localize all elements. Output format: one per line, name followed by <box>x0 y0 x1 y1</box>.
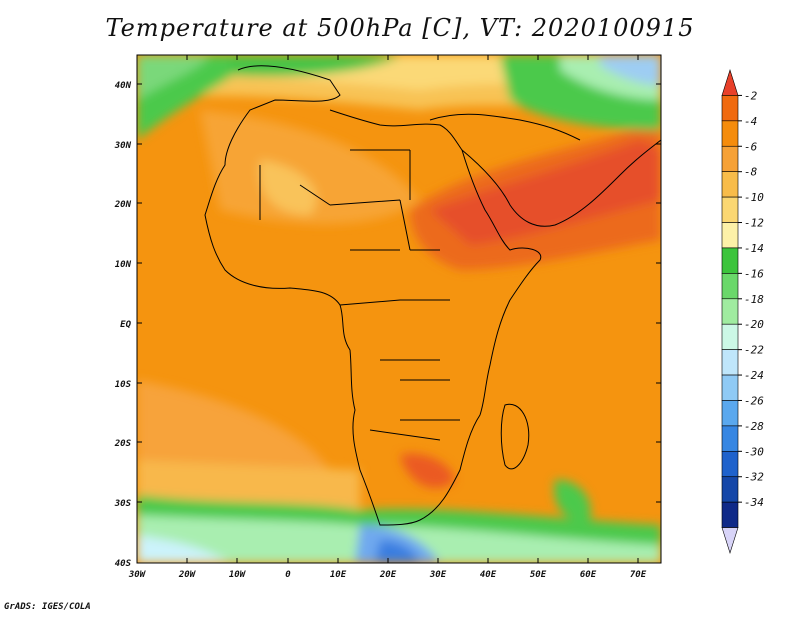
lon-label: 20E <box>379 570 397 580</box>
colorbar-segment <box>721 349 739 376</box>
lat-label: EQ <box>120 320 131 330</box>
colorbar-segment <box>721 222 739 249</box>
map-title: Temperature at 500hPa [C], VT: 202010091… <box>105 14 695 42</box>
colorbar-label: -4 <box>744 115 757 128</box>
colorbar-segment <box>721 171 739 198</box>
colorbar-label: -26 <box>744 394 764 407</box>
lon-label: 60E <box>580 570 597 580</box>
colorbar-segment <box>721 400 739 427</box>
colorbar-segment <box>721 120 739 147</box>
colorbar-segment <box>721 425 739 452</box>
colorbar-segment <box>721 323 739 350</box>
colorbar-segment <box>721 95 739 122</box>
colorbar-label: -32 <box>744 471 764 484</box>
colorbar-label: -20 <box>744 318 764 331</box>
colorbar-label: -16 <box>744 267 764 280</box>
lat-label: 30N <box>114 141 132 151</box>
colorbar-segment <box>721 527 739 554</box>
colorbar-label: -8 <box>744 166 758 179</box>
colorbar-label: -12 <box>744 217 764 230</box>
colorbar-labels: -2 -4 -6 -8 -10 -12 -14 -16 -18 -20 -22 -24 -26 -28 -3… <box>744 89 764 509</box>
temperature-field <box>137 55 661 563</box>
lat-label: 20N <box>114 200 132 210</box>
colorbar-label: -6 <box>744 140 758 153</box>
colorbar-segment <box>721 298 739 325</box>
credit-footer: GrADS: IGES/COLA <box>4 602 91 612</box>
colorbar-label: -24 <box>744 369 764 382</box>
colorbar-segment <box>721 451 739 478</box>
colorbar-label: -18 <box>744 293 764 306</box>
colorbar-label: -10 <box>744 191 764 204</box>
colorbar <box>721 69 742 554</box>
lat-label: 10N <box>115 260 132 270</box>
plot-frame <box>136 54 662 564</box>
latitude-labels: 40N 30N 20N 10N EQ 10S 20S 30S 40S <box>114 81 132 569</box>
lon-label: 10W <box>229 570 247 580</box>
lon-label: 30W <box>128 570 147 580</box>
lat-label: 40S <box>115 559 132 569</box>
colorbar-segment <box>721 247 739 274</box>
lon-label: 40E <box>480 570 497 580</box>
lon-label: 70E <box>630 570 647 580</box>
lon-label: 30E <box>429 570 447 580</box>
colorbar-segment <box>721 145 739 172</box>
colorbar-label: -30 <box>744 445 764 458</box>
colorbar-segment <box>721 501 739 528</box>
coastlines <box>204 65 661 526</box>
lat-label: 30S <box>114 499 132 509</box>
latitude-ticks <box>137 83 661 503</box>
longitude-ticks <box>186 55 639 563</box>
colorbar-segment <box>721 196 739 223</box>
lat-label: 40N <box>115 81 132 91</box>
colorbar-label: -22 <box>744 344 764 357</box>
colorbar-segment <box>721 476 739 503</box>
lon-label: 20W <box>178 570 197 580</box>
lon-label: 50E <box>530 570 547 580</box>
colorbar-segment <box>721 273 739 300</box>
colorbar-label: -2 <box>744 89 758 102</box>
colorbar-label: -14 <box>744 242 764 255</box>
colorbar-segment <box>721 69 739 96</box>
lat-label: 20S <box>114 439 132 449</box>
longitude-labels: 30W 20W 10W 0 10E 20E 30E 40E 50E 60E 70… <box>128 570 647 580</box>
colorbar-label: -34 <box>744 496 764 509</box>
colorbar-label: -28 <box>744 420 764 433</box>
lon-label: 10E <box>330 570 347 580</box>
lon-label: 0 <box>285 570 291 580</box>
colorbar-segment <box>721 374 739 401</box>
lat-label: 10S <box>115 380 132 390</box>
